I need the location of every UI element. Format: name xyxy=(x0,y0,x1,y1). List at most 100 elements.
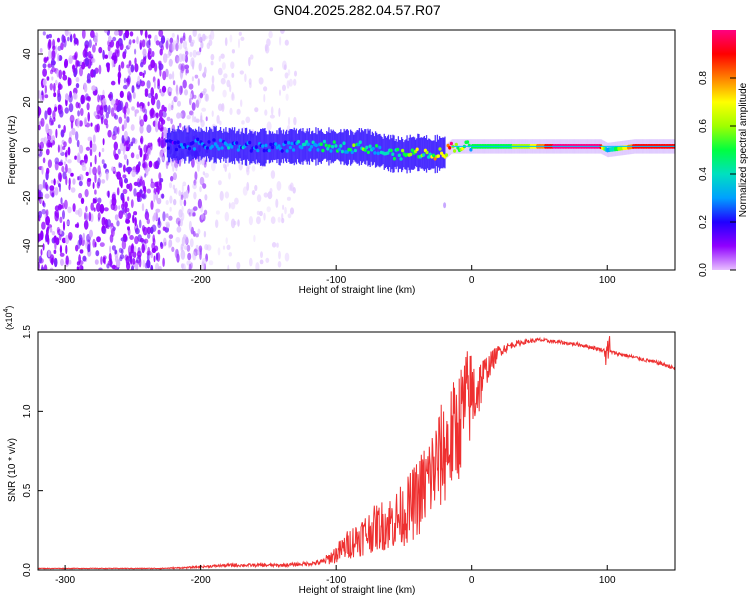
signal-halo xyxy=(232,130,235,162)
noise-cell xyxy=(131,137,136,144)
noise-cell xyxy=(183,32,186,39)
snr-scale-label: (x104) xyxy=(3,306,14,330)
noise-cell xyxy=(78,180,83,187)
noise-cell xyxy=(183,234,187,240)
noise-cell xyxy=(168,91,172,97)
noise-cell xyxy=(124,145,127,152)
noise-cell xyxy=(81,61,86,70)
noise-cell xyxy=(195,118,200,123)
signal-halo xyxy=(447,142,449,157)
noise-cell xyxy=(102,255,107,260)
noise-cell xyxy=(88,211,92,222)
noise-cell xyxy=(165,40,169,50)
noise-cell xyxy=(116,187,120,196)
snr-panel: -300 -200 -100 0 100 0.0 0.5 1.0 1.5 Height of … xyxy=(3,306,676,596)
signal-cell xyxy=(207,140,211,144)
signal-halo xyxy=(342,132,344,162)
noise-cell xyxy=(161,193,165,199)
signal-cell xyxy=(309,144,314,149)
noise-cell xyxy=(42,243,45,251)
signal-halo xyxy=(186,132,188,157)
noise-cell xyxy=(105,171,109,181)
noise-cell xyxy=(208,39,213,46)
noise-cell xyxy=(64,30,69,37)
signal-halo xyxy=(346,129,348,166)
noise-cell xyxy=(132,39,136,44)
noise-cell xyxy=(182,181,187,187)
noise-cell xyxy=(102,49,105,60)
noise-cell xyxy=(119,142,125,152)
signal-halo xyxy=(421,137,423,169)
signal-halo xyxy=(396,141,398,167)
signal-cell xyxy=(230,145,234,149)
noise-cell xyxy=(120,237,126,242)
noise-cell xyxy=(240,36,245,41)
noise-cell xyxy=(97,197,102,204)
noise-cell xyxy=(64,107,69,114)
noise-cell xyxy=(104,54,108,59)
noise-cell xyxy=(59,216,63,223)
noise-cell xyxy=(57,82,62,91)
noise-cell xyxy=(222,245,226,250)
noise-cell xyxy=(38,210,42,219)
noise-cell xyxy=(135,154,140,160)
noise-cell xyxy=(266,121,272,131)
noise-cell xyxy=(224,37,228,47)
noise-cell xyxy=(260,251,263,259)
noise-cell xyxy=(80,108,84,116)
noise-cell xyxy=(94,173,97,184)
noise-cell xyxy=(44,181,48,190)
signal-halo xyxy=(260,128,262,166)
noise-cell xyxy=(130,265,135,270)
noise-cell xyxy=(122,84,128,90)
noise-cell xyxy=(65,244,68,255)
signal-halo xyxy=(438,136,441,171)
noise-cell xyxy=(229,107,233,115)
noise-cell xyxy=(195,99,200,108)
noise-cell xyxy=(242,186,248,196)
signal-cell xyxy=(363,148,367,152)
noise-cell xyxy=(45,209,49,217)
noise-cell xyxy=(238,38,240,49)
noise-cell xyxy=(258,77,264,85)
noise-cell xyxy=(194,178,198,185)
noise-cells xyxy=(38,30,297,270)
signal-halo xyxy=(281,133,283,160)
noise-cell xyxy=(193,191,197,200)
signal-halo xyxy=(249,129,251,165)
noise-cell xyxy=(74,155,77,160)
noise-cell xyxy=(126,77,130,87)
noise-cell xyxy=(182,79,187,89)
snr-line xyxy=(38,336,675,570)
noise-cell xyxy=(165,213,169,219)
noise-cell xyxy=(93,69,96,77)
noise-cell xyxy=(178,209,183,218)
noise-cell xyxy=(99,242,105,248)
noise-cell xyxy=(176,112,181,119)
signal-halo xyxy=(177,125,179,164)
noise-cell xyxy=(91,143,97,153)
noise-cell xyxy=(122,106,126,114)
signal-cell xyxy=(386,151,390,155)
noise-cell xyxy=(66,220,70,226)
signal-halo xyxy=(221,130,223,159)
noise-cell xyxy=(76,139,80,148)
noise-cell xyxy=(45,123,49,134)
noise-cell xyxy=(152,234,155,243)
noise-cell xyxy=(191,113,195,123)
noise-cell xyxy=(62,210,65,220)
noise-cell xyxy=(179,122,182,128)
noise-cell xyxy=(113,103,118,111)
noise-cell xyxy=(236,108,241,115)
spectrogram-x-axis-label: Height of straight line (km) xyxy=(299,285,416,296)
noise-cell xyxy=(182,40,187,50)
noise-cell xyxy=(100,116,104,125)
signal-halo xyxy=(280,130,282,163)
colorbar-tick-label: 0.6 xyxy=(698,119,709,133)
noise-cell xyxy=(150,95,156,106)
signal-halo xyxy=(324,134,326,159)
noise-cell xyxy=(270,106,274,116)
signal-cell xyxy=(262,148,266,153)
signal-halo xyxy=(288,130,290,162)
noise-cell xyxy=(111,55,116,60)
